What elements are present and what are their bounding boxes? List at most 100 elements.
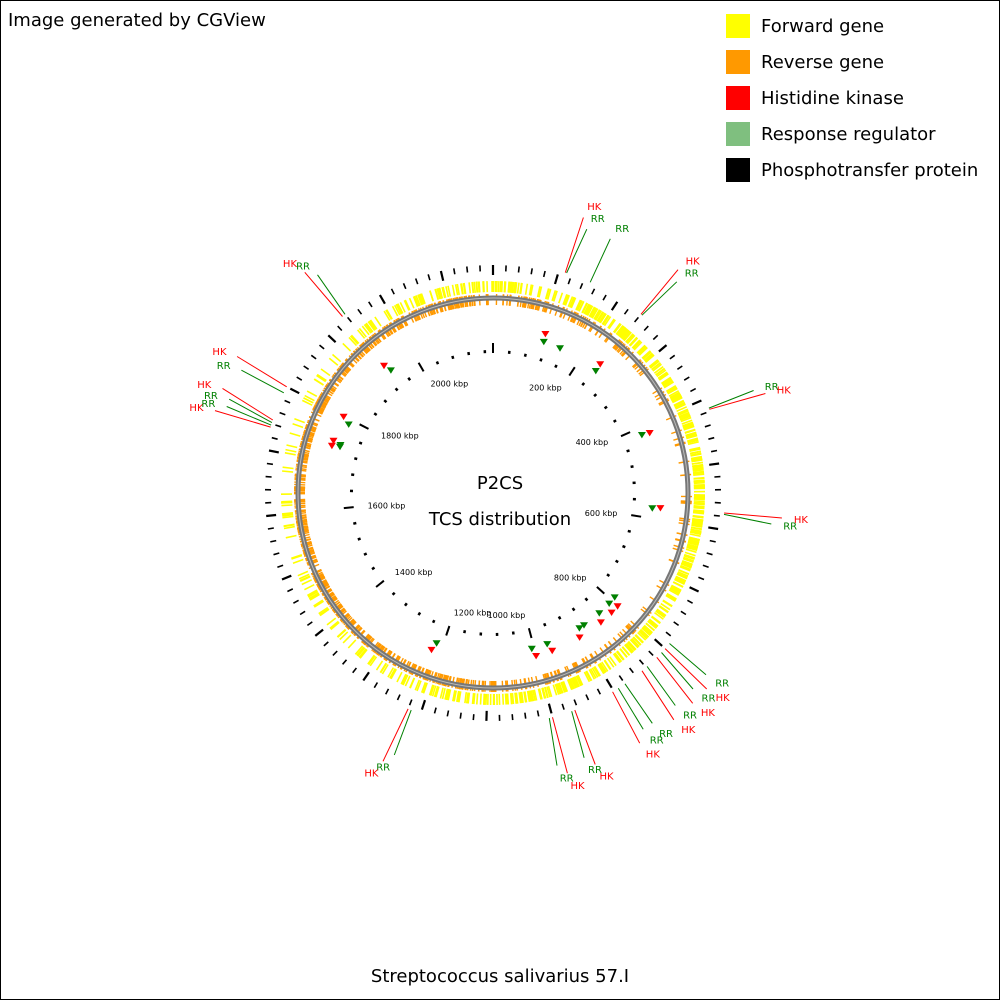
hk-marker: [339, 413, 348, 421]
forward-gene: [294, 418, 305, 424]
hk-label: HK: [189, 403, 204, 414]
forward-gene: [570, 297, 577, 309]
forward-gene: [603, 659, 612, 670]
forward-gene: [668, 589, 680, 596]
forward-gene: [414, 679, 421, 691]
forward-gene: [670, 586, 681, 594]
forward-gene: [625, 333, 634, 343]
outer-tick: [658, 344, 668, 353]
forward-gene: [364, 323, 373, 333]
forward-gene: [379, 662, 388, 674]
outer-tick: [408, 699, 413, 706]
forward-gene: [588, 669, 596, 680]
ruler-tick: [357, 537, 361, 541]
forward-gene: [329, 620, 339, 630]
forward-gene: [687, 439, 699, 444]
forward-gene: [400, 673, 407, 685]
forward-gene: [581, 302, 589, 314]
forward-gene: [451, 284, 456, 296]
outer-tick: [268, 449, 280, 454]
forward-gene: [532, 689, 536, 701]
hk-callout-line: [641, 670, 675, 721]
ruler-label: 600 kbp: [585, 509, 618, 518]
forward-gene: [684, 551, 696, 557]
legend-label: Forward gene: [761, 15, 885, 37]
forward-gene: [616, 325, 625, 336]
forward-gene: [316, 374, 327, 383]
forward-gene: [661, 377, 672, 385]
rr-marker: [595, 610, 604, 617]
forward-gene: [642, 351, 652, 360]
forward-gene: [651, 615, 661, 624]
forward-gene: [655, 610, 666, 619]
forward-gene: [607, 318, 615, 329]
forward-gene: [342, 634, 352, 644]
outer-tick: [446, 710, 450, 717]
hk-label: HK: [716, 693, 731, 704]
forward-gene: [693, 473, 705, 476]
legend-label: Reverse gene: [761, 51, 885, 73]
rr-callout-line: [589, 238, 611, 283]
forward-gene: [307, 590, 318, 597]
rr-callout-line: [571, 711, 585, 758]
ruler-tick: [463, 629, 467, 634]
forward-gene: [445, 688, 450, 701]
outer-tick: [698, 576, 705, 581]
forward-gene: [688, 539, 700, 544]
outer-tick: [281, 574, 292, 581]
forward-gene: [441, 287, 446, 299]
forward-gene: [429, 290, 434, 302]
forward-gene: [637, 631, 647, 641]
forward-gene: [670, 393, 682, 401]
forward-gene: [567, 678, 574, 690]
forward-gene: [386, 309, 393, 320]
forward-gene: [430, 684, 435, 696]
forward-gene: [504, 693, 507, 705]
ruler-tick: [527, 628, 533, 639]
hk-marker: [596, 619, 605, 626]
forward-gene: [538, 688, 543, 700]
forward-gene: [621, 330, 631, 340]
forward-gene: [584, 304, 591, 315]
forward-gene: [690, 456, 703, 460]
outer-tick: [368, 301, 373, 308]
forward-gene: [339, 631, 349, 641]
forward-gene: [683, 424, 695, 430]
forward-gene: [361, 325, 370, 336]
ruler-tick: [557, 615, 562, 620]
outer-tick-marks: [264, 265, 722, 721]
forward-gene: [375, 660, 384, 671]
forward-gene: [692, 514, 704, 518]
forward-gene: [561, 681, 568, 693]
forward-gene: [655, 609, 666, 618]
outer-tick: [602, 294, 607, 301]
rr-label: RR: [683, 711, 697, 722]
ruler-tick: [403, 602, 408, 607]
forward-gene: [468, 282, 472, 294]
outer-tick: [277, 564, 284, 568]
ruler-tick: [622, 544, 626, 549]
ruler-tick: [603, 405, 608, 410]
forward-gene: [685, 431, 697, 437]
forward-gene: [342, 342, 352, 352]
forward-gene: [476, 693, 479, 705]
forward-gene: [685, 432, 697, 438]
hk-callout-line: [574, 709, 596, 765]
forward-gene: [282, 515, 294, 519]
forward-gene: [619, 648, 628, 658]
forward-gene: [665, 594, 677, 602]
reverse-gene-swatch-icon: [726, 50, 750, 74]
forward-gene: [651, 362, 661, 371]
forward-gene: [282, 512, 294, 516]
forward-gene: [619, 328, 628, 338]
hk-label: HK: [571, 781, 586, 792]
forward-gene: [678, 412, 690, 418]
forward-gene: [692, 518, 704, 522]
forward-gene: [415, 295, 421, 306]
outer-tick: [303, 365, 310, 370]
forward-gene: [439, 687, 444, 699]
outer-tick: [439, 270, 445, 282]
forward-gene: [669, 391, 680, 399]
ruler-tick: [435, 361, 440, 365]
ruler-label: 200 kbp: [529, 383, 562, 392]
